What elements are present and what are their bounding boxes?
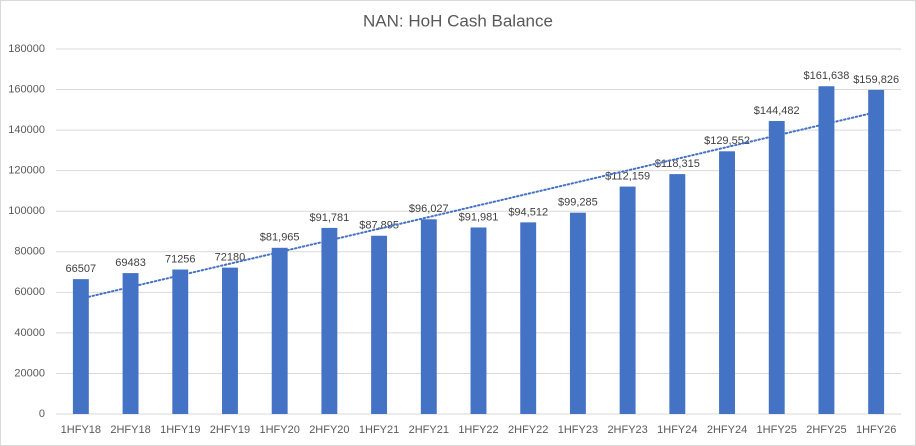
bar <box>321 227 338 414</box>
bar <box>768 121 785 414</box>
value-label: 69483 <box>115 257 146 269</box>
x-tick-label: 1HFY20 <box>259 424 299 436</box>
chart-title: NAN: HoH Cash Balance <box>363 11 553 30</box>
value-label: $99,285 <box>558 197 598 209</box>
y-tick-label: 120000 <box>8 165 45 177</box>
x-tick-label: 1HFY25 <box>757 424 797 436</box>
x-tick-label: 1HFY22 <box>458 424 498 436</box>
value-label: $159,826 <box>853 74 899 86</box>
value-label: $91,981 <box>459 211 499 223</box>
x-tick-label: 2HFY23 <box>607 424 647 436</box>
bar <box>72 279 89 414</box>
y-tick-label: 0 <box>39 408 45 420</box>
bar <box>818 86 835 414</box>
x-tick-label: 1HFY18 <box>61 424 101 436</box>
y-tick-label: 60000 <box>14 286 45 298</box>
y-tick-label: 80000 <box>14 246 45 258</box>
value-label: 66507 <box>66 263 97 275</box>
x-tick-label: 2HFY24 <box>707 424 747 436</box>
bar <box>520 222 537 414</box>
y-tick-label: 140000 <box>8 124 45 136</box>
x-tick-label: 1HFY21 <box>359 424 399 436</box>
x-tick-label: 2HFY22 <box>508 424 548 436</box>
x-tick-label: 2HFY18 <box>110 424 150 436</box>
bar <box>122 273 139 414</box>
value-label: 72180 <box>215 252 246 264</box>
x-tick-label: 2HFY21 <box>409 424 449 436</box>
bar <box>172 269 189 414</box>
x-tick-label: 1HFY23 <box>558 424 598 436</box>
value-label: $161,638 <box>803 70 849 82</box>
trendline <box>79 111 878 300</box>
bar <box>420 219 437 414</box>
bar <box>271 247 288 414</box>
y-tick-label: 180000 <box>8 43 45 55</box>
bar <box>868 89 885 414</box>
x-tick-label: 2HFY19 <box>210 424 250 436</box>
bar <box>569 212 586 414</box>
value-label: $91,781 <box>309 212 349 224</box>
y-tick-label: 160000 <box>8 83 45 95</box>
x-tick-label: 2HFY25 <box>806 424 846 436</box>
y-tick-label: 20000 <box>14 367 45 379</box>
value-label: $96,027 <box>409 203 449 215</box>
y-tick-label: 100000 <box>8 205 45 217</box>
bar <box>619 186 636 414</box>
value-label: $87,895 <box>359 220 399 232</box>
value-label: $81,965 <box>260 232 300 244</box>
x-tick-label: 1HFY19 <box>160 424 200 436</box>
bar <box>719 151 735 414</box>
y-tick-label: 40000 <box>14 327 45 339</box>
bar <box>470 227 487 414</box>
value-label: $94,512 <box>508 206 548 218</box>
value-label: $112,159 <box>605 170 650 182</box>
value-label: $129,552 <box>704 135 750 147</box>
x-tick-label: 1HFY26 <box>856 424 896 436</box>
bar <box>222 267 238 414</box>
x-tick-label: 2HFY20 <box>309 424 349 436</box>
value-label: $144,482 <box>754 105 800 117</box>
x-tick-label: 1HFY24 <box>657 424 697 436</box>
bar <box>669 174 686 414</box>
bar <box>371 235 388 414</box>
value-label: 71256 <box>165 253 196 265</box>
